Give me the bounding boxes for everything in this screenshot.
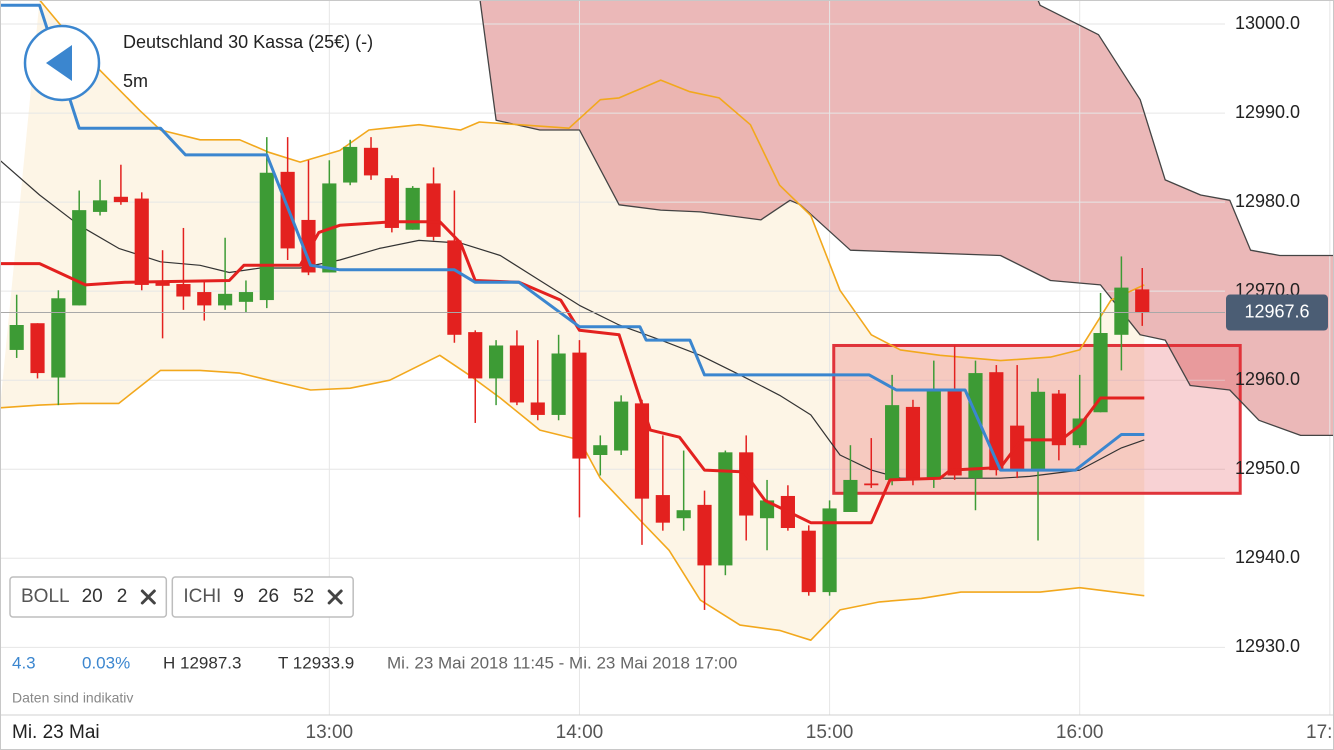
- y-tick-label: 12990.0: [1235, 102, 1300, 122]
- candle-body: [343, 146, 358, 183]
- candle-body: [739, 452, 754, 516]
- candle-body: [509, 345, 525, 403]
- low-value: T 12933.9: [278, 653, 354, 672]
- x-tick-label: 13:00: [306, 722, 354, 743]
- candle-body: [426, 183, 441, 237]
- indicator-param: 20: [82, 586, 103, 607]
- remove-icon[interactable]: [140, 589, 156, 605]
- candle-body: [947, 390, 962, 476]
- candle-body: [51, 298, 66, 378]
- candle-body: [1114, 287, 1129, 335]
- candle-body: [447, 240, 462, 335]
- interval-label: 5m: [123, 71, 148, 91]
- candle-body: [176, 284, 191, 297]
- candle-body: [1093, 333, 1108, 413]
- disclaimer: Daten sind indikativ: [12, 690, 133, 706]
- candle-body: [1010, 425, 1025, 471]
- cloud-span-b: [1037, 0, 1334, 257]
- candle-body: [72, 210, 87, 306]
- candle-body: [238, 292, 254, 302]
- candle-body: [655, 495, 670, 523]
- candle-body: [1072, 418, 1087, 446]
- y-tick-label: 12980.0: [1235, 191, 1300, 211]
- candle-body: [1135, 289, 1150, 313]
- candle-body: [384, 178, 399, 228]
- candle-body: [593, 445, 608, 455]
- candle-body: [864, 483, 879, 486]
- candle-body: [113, 196, 128, 203]
- candle-body: [530, 402, 545, 415]
- candle-body: [155, 282, 170, 286]
- candle-body: [405, 187, 420, 230]
- last-price-label: 12967.6: [1244, 301, 1309, 321]
- remove-icon[interactable]: [327, 589, 343, 605]
- change-percent: 0.03%: [82, 653, 130, 672]
- candle-body: [9, 325, 24, 350]
- ichimoku-cloud: [480, 0, 1334, 436]
- back-button[interactable]: [23, 24, 101, 102]
- candle-body: [676, 510, 691, 519]
- ichimoku-tenkan: [0, 220, 1145, 525]
- y-tick-label: 12950.0: [1235, 458, 1300, 478]
- indicator-name: BOLL: [21, 586, 70, 607]
- indicator-chip-box[interactable]: [9, 576, 168, 618]
- time-range: Mi. 23 Mai 2018 11:45 - Mi. 23 Mai 2018 …: [387, 653, 737, 672]
- bollinger-upper: [38, 0, 1145, 362]
- y-tick-label: 12930.0: [1235, 636, 1300, 656]
- candle-body: [885, 405, 900, 480]
- candle-body: [134, 198, 149, 285]
- indicator-chip[interactable]: BOLL 20 2: [9, 576, 168, 618]
- candle-body: [634, 403, 650, 499]
- candle-body: [30, 323, 45, 374]
- candle-body: [718, 452, 733, 566]
- candle-body: [1051, 393, 1066, 446]
- candle-body: [218, 293, 233, 306]
- candle-body: [759, 500, 775, 519]
- candle-body: [801, 530, 816, 593]
- candle-body: [488, 345, 504, 379]
- indicator-chip[interactable]: ICHI 9 26 52: [171, 576, 354, 618]
- candle-body: [197, 292, 212, 306]
- candle-body: [468, 332, 483, 379]
- candle-body: [614, 401, 629, 451]
- date-label: Mi. 23 Mai: [12, 722, 100, 743]
- x-tick-label: 16:00: [1056, 722, 1104, 743]
- candle-body: [822, 508, 837, 593]
- cloud-span-a: [479, 0, 1334, 437]
- ichimoku-kijun: [0, 3, 1145, 472]
- indicator-chip-box[interactable]: [171, 576, 354, 618]
- indicator-param: 9: [233, 586, 244, 607]
- back-button-arrow[interactable]: [46, 45, 72, 81]
- time-axis-strip: [0, 715, 1334, 750]
- candle-body: [905, 406, 921, 479]
- change-value: 4.3: [12, 653, 36, 672]
- candle-body: [1030, 391, 1046, 471]
- last-price-box: [1226, 294, 1328, 331]
- indicator-name: ICHI: [183, 586, 221, 607]
- y-tick-label: 12960.0: [1235, 369, 1300, 389]
- x-tick-label: 15:00: [806, 722, 854, 743]
- candle-body: [843, 479, 858, 512]
- candle-body: [926, 390, 941, 479]
- indicator-param: 2: [117, 586, 128, 607]
- indicator-param: 26: [258, 586, 279, 607]
- candle-body: [572, 352, 587, 459]
- candle-body: [363, 147, 379, 176]
- x-tick-label: 17:00: [1306, 722, 1334, 743]
- candle-body: [989, 372, 1004, 471]
- candle-body: [259, 172, 274, 301]
- candle-body: [697, 504, 712, 566]
- instrument-title: Deutschland 30 Kassa (25€) (-): [123, 32, 373, 52]
- candle-body: [92, 200, 108, 212]
- candle-body: [551, 353, 566, 415]
- candle-body: [968, 373, 983, 479]
- high-value: H 12987.3: [163, 653, 241, 672]
- marks-layer: [0, 0, 1334, 641]
- y-tick-label: 12940.0: [1235, 547, 1300, 567]
- x-tick-label: 14:00: [556, 722, 604, 743]
- y-tick-label: 13000.0: [1235, 13, 1300, 33]
- indicator-param: 52: [293, 586, 314, 607]
